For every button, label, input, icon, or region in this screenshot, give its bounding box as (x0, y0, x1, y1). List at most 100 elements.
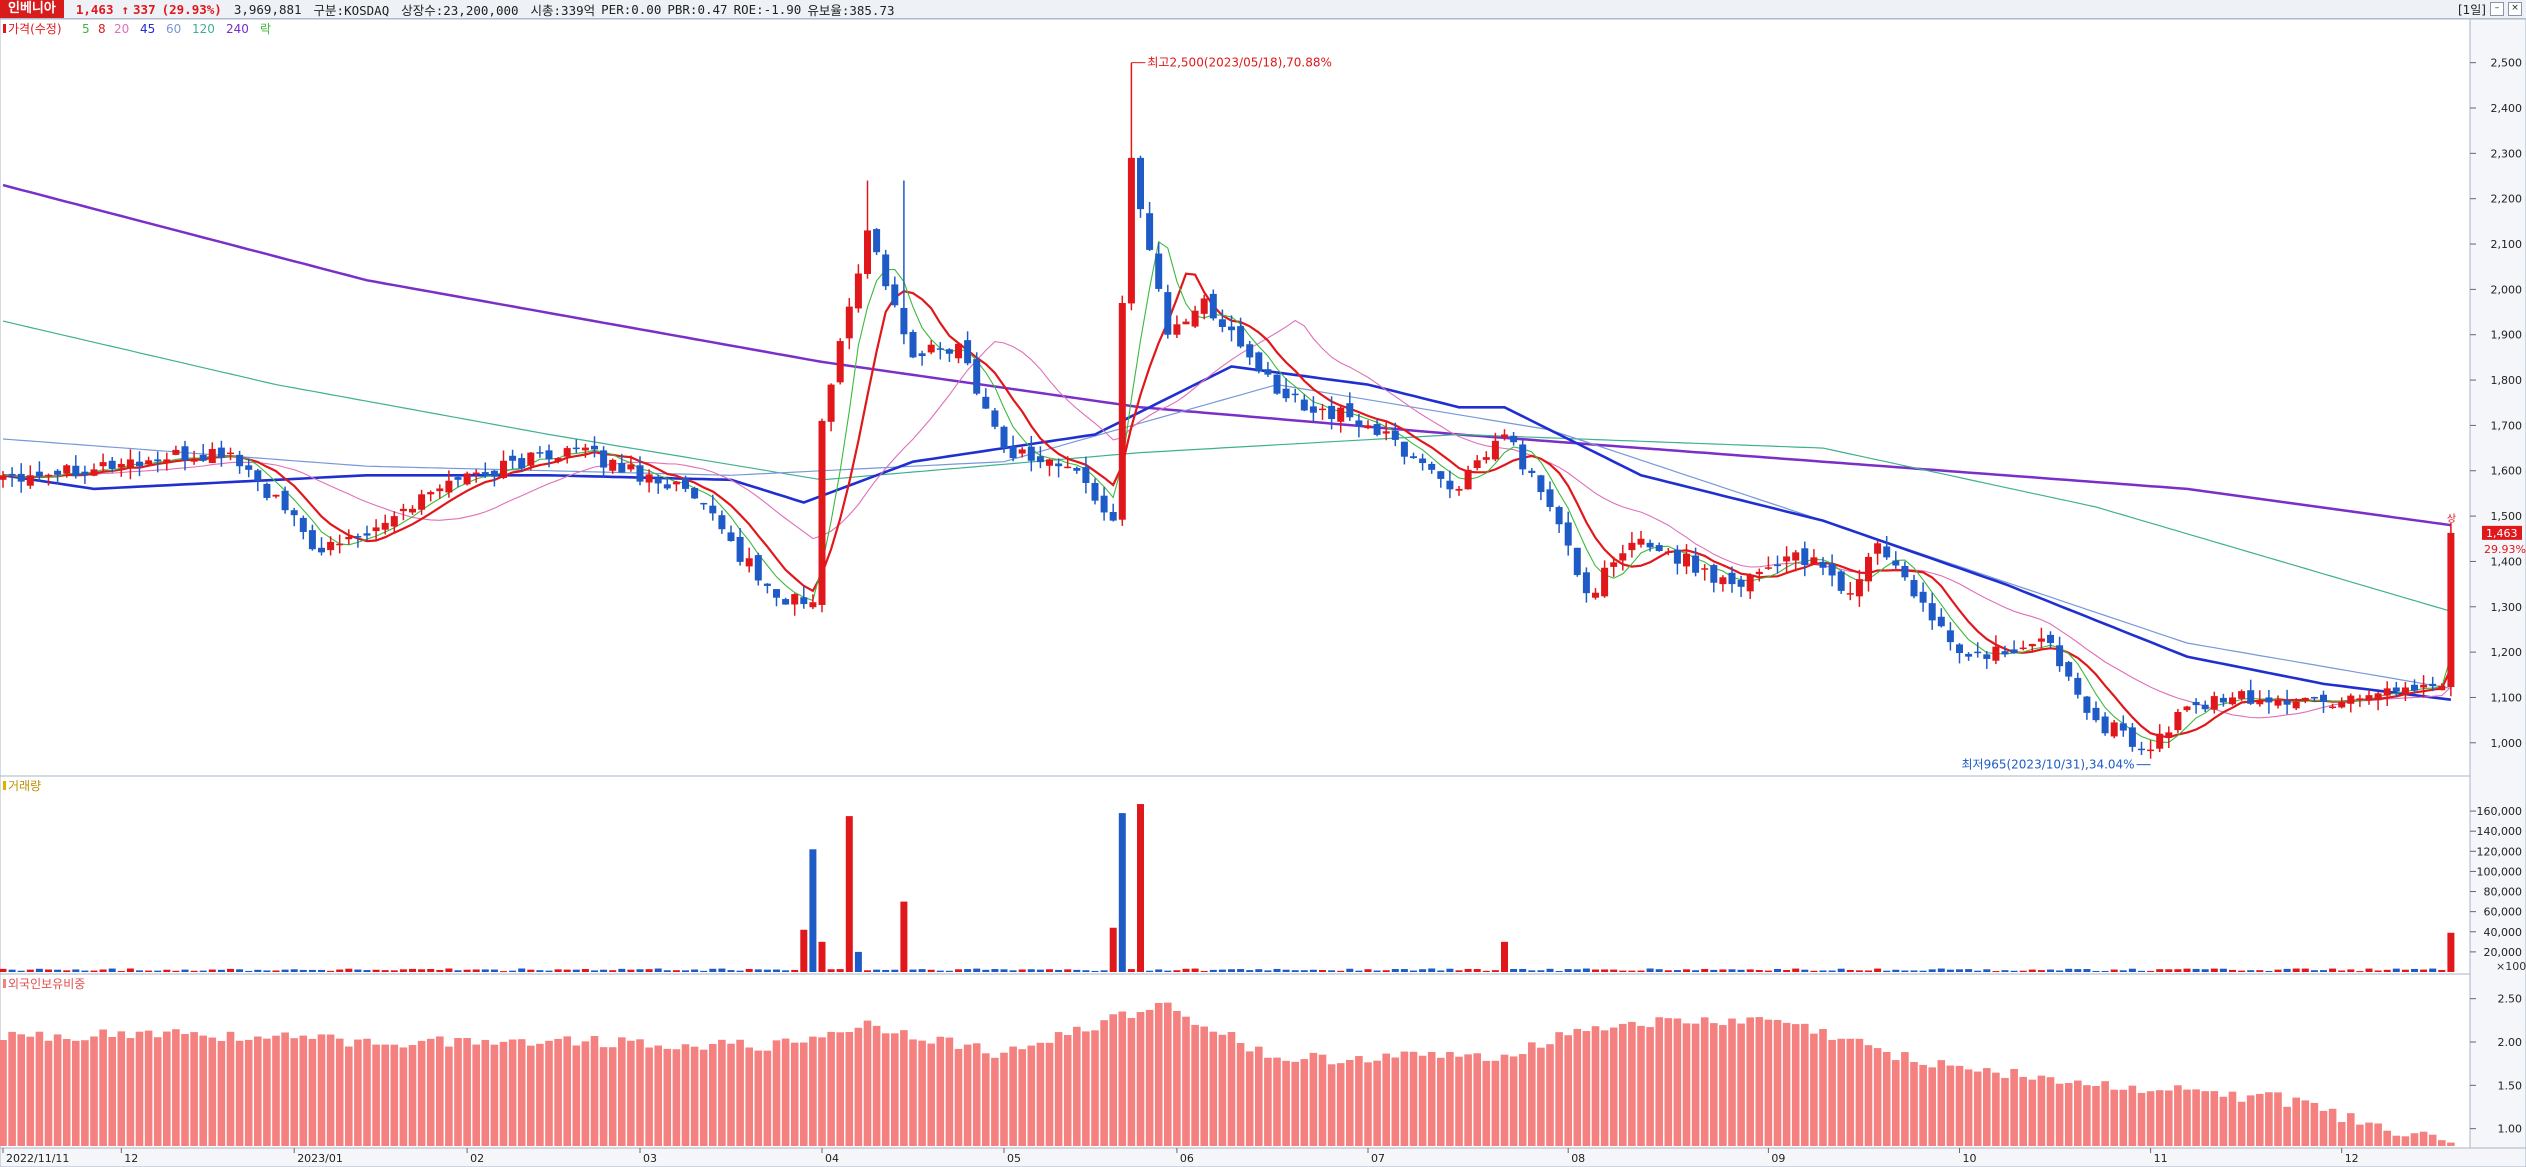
volume-panel[interactable] (0, 775, 2471, 975)
candle-body (2392, 687, 2400, 692)
price-change: 337 (133, 1, 156, 17)
candle-body (545, 450, 553, 460)
foreign-bar (836, 1032, 844, 1146)
foreign-bar (1245, 1051, 1254, 1146)
volume-bar (1255, 969, 1263, 972)
foreign-bar (35, 1031, 44, 1146)
volume-bar (1619, 970, 1627, 972)
stock-name[interactable]: 인베니아 (0, 0, 64, 18)
candle-body (773, 589, 780, 598)
candle-body (1537, 475, 1545, 493)
candle-body (1046, 459, 1053, 466)
minimize-icon[interactable]: – (2490, 2, 2504, 16)
foreign-bar (345, 1046, 353, 1146)
volume-bar (2365, 968, 2373, 972)
candle-body (1464, 469, 1472, 490)
volume-bar (1692, 970, 1700, 972)
legend-extra: 락 (260, 22, 271, 36)
foreign-bar (2447, 1142, 2455, 1146)
candle-body (864, 230, 871, 274)
volume-bar (536, 970, 544, 972)
stock-info-bar: 인베니아 1,463 ↑ 337 (29.93%) 3,969,881 구분:K… (0, 0, 2526, 19)
foreign-tick-label: 2.00 (2498, 1036, 2523, 1049)
candle-body (1200, 298, 1208, 314)
foreign-bar (718, 1039, 726, 1146)
candle-body (1255, 352, 1263, 372)
candle-body (2310, 697, 2318, 699)
candle-body (1974, 651, 1982, 654)
volume-bar (1346, 968, 1354, 972)
volume-bar (381, 970, 389, 972)
candle-body (945, 349, 953, 354)
volume-panel-label: 거래량 (8, 779, 41, 793)
volume-bar (2229, 969, 2236, 972)
volume-bar (1946, 969, 1954, 972)
volume-bar (1810, 970, 1818, 972)
candle-body (72, 465, 80, 477)
volume-bar (1537, 970, 1545, 972)
period-selector[interactable]: [1일] (2457, 2, 2486, 17)
volume-bar (645, 969, 653, 972)
candle-body (1910, 580, 1918, 597)
candle-body (1209, 293, 1217, 319)
ma45-line (2, 365, 2452, 701)
foreign-bar (2301, 1100, 2310, 1146)
candle-body (918, 353, 926, 357)
foreign-bar (126, 1038, 135, 1146)
foreign-bar (1455, 1056, 1463, 1146)
candle-body (2147, 749, 2155, 752)
candle-body (1127, 157, 1135, 304)
volume-bar (2074, 969, 2082, 972)
foreign-bar (153, 1037, 162, 1146)
candle-body (199, 454, 207, 461)
foreign-bar (1309, 1052, 1318, 1146)
candle-body (1018, 449, 1026, 454)
foreign-bar (72, 1040, 80, 1146)
candle-body (2047, 634, 2054, 644)
volume-bar (2201, 969, 2209, 972)
price-tick-label: 1,100 (2491, 691, 2523, 704)
candle-body (463, 473, 471, 485)
close-icon[interactable]: × (2508, 2, 2522, 16)
volume-bar (463, 969, 471, 972)
foreign-bar (918, 1040, 926, 1146)
foreign-bar (308, 1038, 317, 1146)
current-price-tag-text: 1,463 (2486, 527, 2518, 540)
candle-body (818, 420, 826, 605)
candle-body (1983, 654, 1991, 659)
foreign-bar (1045, 1042, 1054, 1146)
foreign-bar (472, 1044, 480, 1146)
candle-body (1346, 403, 1354, 418)
volume-bar (308, 969, 316, 972)
volume-bar (854, 951, 862, 972)
candle-body (1928, 603, 1936, 621)
foreign-bar (699, 1049, 708, 1146)
volume-bar (2083, 969, 2091, 972)
foreign-bar (581, 1041, 590, 1146)
foreign-bar (1009, 1046, 1017, 1146)
volume-bar (145, 970, 153, 972)
foreign-bar (1910, 1062, 1918, 1146)
volume-bar (936, 970, 944, 972)
foreign-bar (1391, 1057, 1400, 1146)
foreign-bar (90, 1036, 98, 1146)
volume-bar (955, 969, 962, 972)
candle-body (1892, 560, 1900, 566)
candle-body (1328, 405, 1336, 420)
volume-bar (26, 969, 34, 972)
upper-limit-tag: 상 (2447, 513, 2456, 525)
volume-bar (2192, 968, 2200, 972)
candle-body (1100, 495, 1108, 513)
foreign-bar (390, 1044, 399, 1146)
candle-body (1437, 471, 1445, 479)
volume-bar (2447, 932, 2455, 972)
price-panel[interactable] (0, 18, 2471, 777)
candle-body (1510, 435, 1518, 443)
volume-bar (1364, 969, 1372, 972)
candle-body (1027, 446, 1035, 461)
volume-bar (1837, 968, 1845, 972)
candle-body (509, 455, 517, 461)
foreign-bar (1983, 1068, 1991, 1146)
foreign-bar (827, 1031, 835, 1146)
